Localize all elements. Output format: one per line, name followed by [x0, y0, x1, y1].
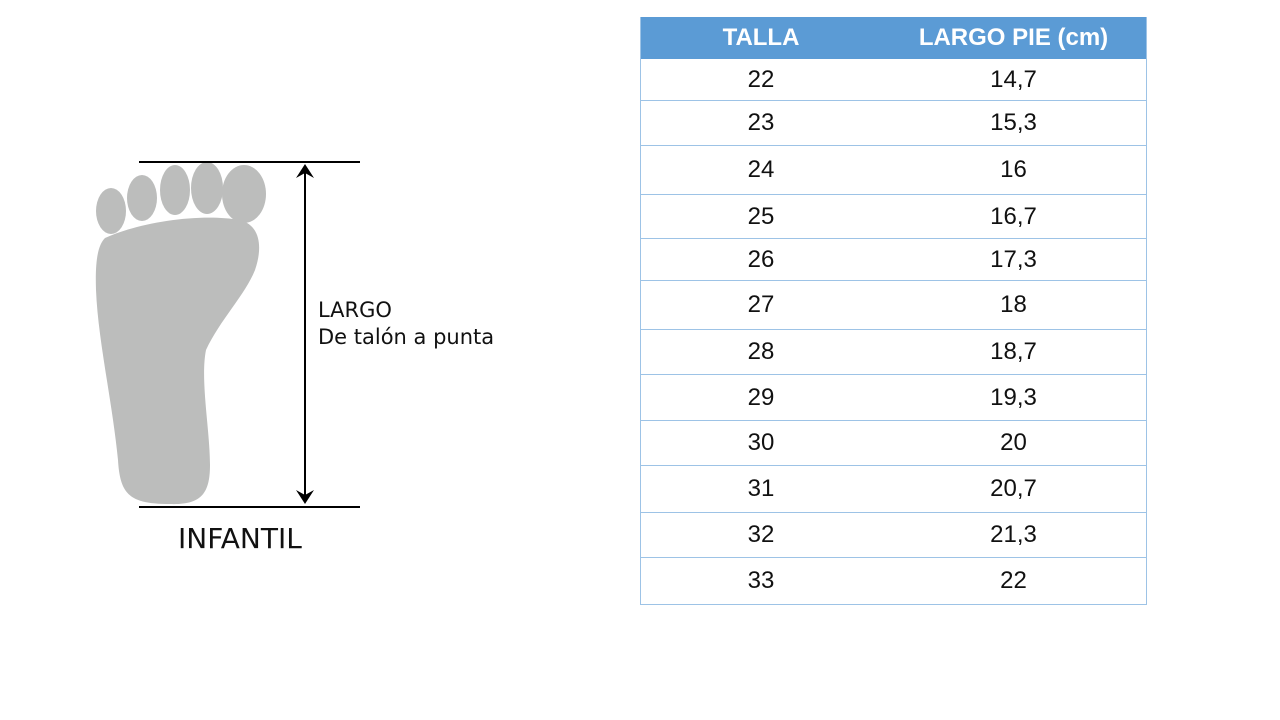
foot-icon	[95, 162, 266, 505]
table-row: 31 20,7	[641, 466, 1146, 513]
largo-pie-cell: 18	[1000, 291, 1027, 318]
measure-label: LARGO	[318, 298, 392, 322]
largo-pie-cell: 17,3	[990, 245, 1037, 273]
table-row: 28 18,7	[641, 330, 1146, 375]
table-row: 26 17,3	[641, 239, 1146, 281]
table-row: 30 20	[641, 421, 1146, 466]
talla-cell: 29	[747, 383, 775, 411]
talla-cell: 27	[747, 291, 775, 318]
largo-pie-cell: 14,7	[990, 65, 1037, 93]
talla-cell: 25	[747, 202, 775, 230]
talla-cell: 33	[747, 567, 775, 594]
foot-diagram	[95, 161, 360, 508]
largo-pie-cell: 16	[1000, 156, 1027, 183]
talla-cell: 28	[747, 338, 775, 365]
table-row: 32 21,3	[641, 513, 1146, 558]
table-row: 24 16	[641, 146, 1146, 195]
largo-pie-cell: 18,7	[990, 338, 1037, 365]
largo-pie-cell: 16,7	[990, 202, 1037, 230]
talla-cell: 26	[747, 245, 775, 273]
largo-pie-cell: 19,3	[990, 383, 1037, 411]
table-row: 25 16,7	[641, 195, 1146, 239]
header-talla: TALLA	[722, 24, 800, 51]
header-largo-pie: LARGO PIE (cm)	[918, 24, 1109, 51]
largo-pie-cell: 15,3	[990, 109, 1037, 136]
talla-cell: 22	[747, 65, 775, 93]
talla-cell: 24	[747, 156, 775, 183]
talla-cell: 23	[747, 109, 775, 136]
measure-sublabel: De talón a punta	[318, 325, 495, 349]
table-header: TALLA LARGO PIE (cm)	[641, 17, 1146, 59]
largo-pie-cell: 20,7	[990, 475, 1037, 502]
table-row: 27 18	[641, 281, 1146, 330]
talla-cell: 32	[747, 521, 775, 548]
talla-cell: 30	[747, 429, 775, 456]
table-row: 33 22	[641, 558, 1146, 605]
size-table: TALLA LARGO PIE (cm) 22 14,7 23 15,3 24 16 25 1…	[640, 17, 1147, 605]
table-row: 22 14,7	[641, 59, 1146, 101]
table-row: 29 19,3	[641, 375, 1146, 421]
category-label: INFANTIL	[178, 522, 302, 555]
largo-pie-cell: 22	[1000, 567, 1027, 594]
largo-pie-cell: 21,3	[990, 521, 1037, 548]
largo-pie-cell: 20	[1000, 429, 1027, 456]
length-arrow-icon	[296, 164, 314, 504]
talla-cell: 31	[747, 475, 775, 502]
table-row: 23 15,3	[641, 101, 1146, 146]
